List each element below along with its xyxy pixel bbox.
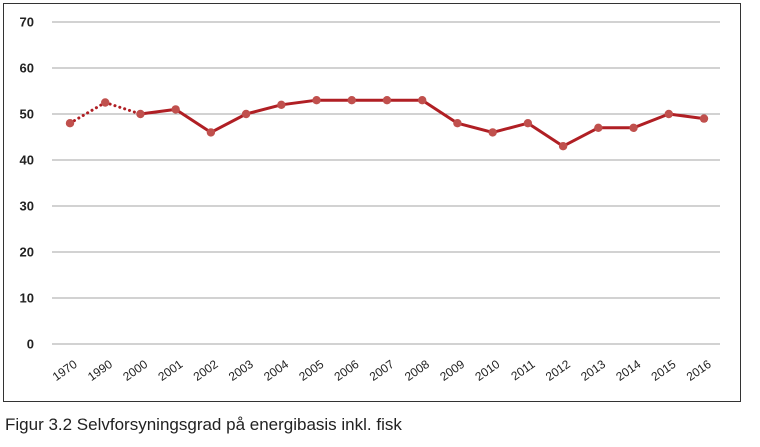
y-tick-label: 70 xyxy=(20,15,34,30)
y-tick-label: 40 xyxy=(20,153,34,168)
x-tick-label: 2004 xyxy=(261,357,291,384)
data-point xyxy=(664,109,673,119)
line-segment xyxy=(527,121,564,148)
data-point xyxy=(453,119,462,128)
data-point xyxy=(312,96,321,105)
data-point xyxy=(101,98,110,107)
line-segment-dotted xyxy=(68,101,107,125)
y-tick-label: 10 xyxy=(20,291,34,306)
x-tick-label: 2012 xyxy=(543,357,573,384)
line-segment xyxy=(174,108,212,134)
x-tick-label: 2001 xyxy=(155,357,185,384)
data-point xyxy=(418,96,427,105)
series-line xyxy=(68,98,705,148)
line-segment-dotted xyxy=(103,101,142,116)
data-point xyxy=(277,100,286,110)
x-tick-label: 2011 xyxy=(508,357,537,383)
data-point xyxy=(594,123,603,132)
x-tick-label: 2015 xyxy=(649,357,679,384)
data-point xyxy=(65,119,75,128)
x-tick-label: 2007 xyxy=(367,357,397,384)
line-segment xyxy=(281,98,317,107)
x-tick-label: 2010 xyxy=(472,357,502,384)
data-point xyxy=(699,114,709,123)
y-tick-label: 60 xyxy=(20,61,34,76)
chart-frame: 0 10 20 30 40 50 60 70 1970 1990 2000 2001 2002 2003… xyxy=(3,3,741,402)
data-point xyxy=(629,123,638,132)
data-point xyxy=(523,119,533,128)
y-tick-label: 50 xyxy=(20,107,34,122)
data-point xyxy=(241,109,251,119)
data-point xyxy=(206,128,216,137)
x-tick-label: 1990 xyxy=(85,357,115,384)
x-tick-label: 2014 xyxy=(613,357,643,384)
line-chart: 0 10 20 30 40 50 60 70 1970 1990 2000 2001 2002 2003… xyxy=(20,15,720,384)
line-segment xyxy=(668,112,705,121)
y-tick-label: 20 xyxy=(20,245,34,260)
line-segment xyxy=(140,107,176,116)
data-point xyxy=(382,96,392,105)
x-tick-label: 2000 xyxy=(120,357,150,384)
line-segment xyxy=(492,121,529,134)
data-point xyxy=(488,128,497,137)
x-tick-label: 2003 xyxy=(226,357,256,384)
line-segment xyxy=(421,98,459,125)
line-segment xyxy=(210,112,247,134)
figure-caption: Figur 3.2 Selvforsyningsgrad på energiba… xyxy=(5,415,402,434)
line-segment xyxy=(562,126,600,148)
y-tick-label: 30 xyxy=(20,199,34,214)
x-axis-ticks: 1970 1990 2000 2001 2002 2003 2004 2005 2006 2007… xyxy=(50,357,714,384)
line-segment xyxy=(245,103,282,116)
line-segment xyxy=(457,121,494,134)
x-tick-label: 2008 xyxy=(402,357,432,384)
y-tick-label: 0 xyxy=(27,337,34,352)
x-tick-label: 2002 xyxy=(191,357,221,384)
x-tick-label: 2013 xyxy=(578,357,608,384)
line-segment xyxy=(633,112,670,130)
data-point xyxy=(136,109,145,119)
x-tick-label: 2016 xyxy=(684,357,714,384)
x-tick-label: 2009 xyxy=(437,357,467,384)
data-point xyxy=(347,96,356,105)
gridlines xyxy=(52,21,720,345)
x-tick-label: 2006 xyxy=(332,357,362,384)
data-point xyxy=(171,105,180,114)
x-tick-label: 1970 xyxy=(50,357,80,384)
y-axis-ticks: 0 10 20 30 40 50 60 70 xyxy=(20,15,34,352)
series-markers xyxy=(65,96,709,151)
x-tick-label: 2005 xyxy=(296,357,326,384)
data-point xyxy=(558,142,568,151)
